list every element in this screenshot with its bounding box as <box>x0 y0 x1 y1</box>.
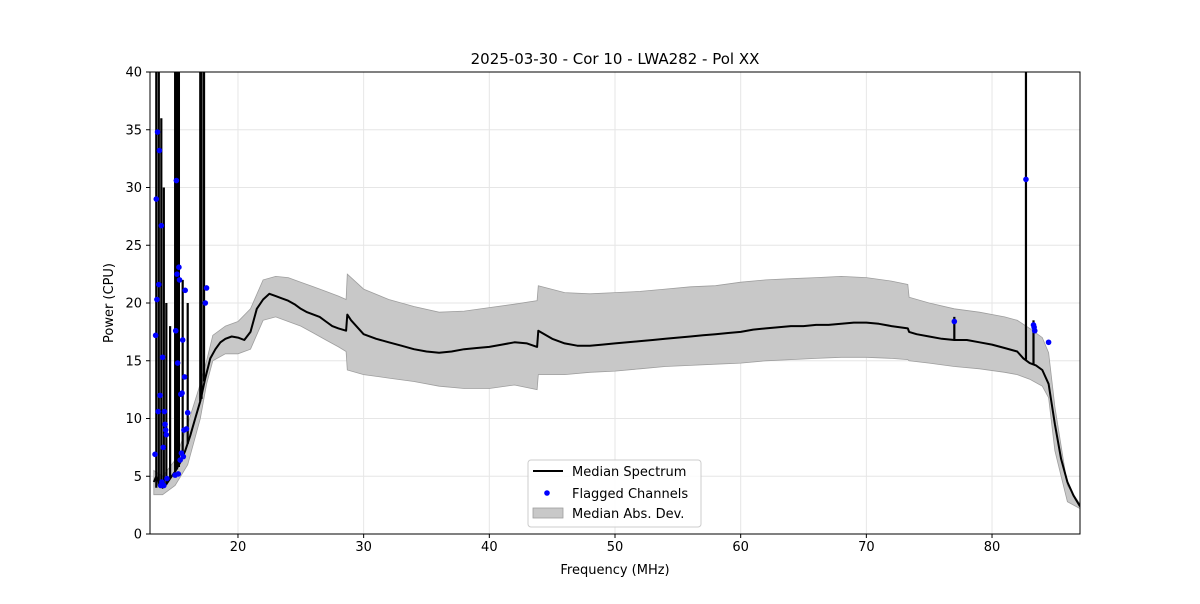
flagged-channel-point <box>158 222 165 229</box>
flagged-channel-point <box>174 271 180 277</box>
x-tick-label: 40 <box>481 540 498 555</box>
y-tick-label: 20 <box>125 297 142 312</box>
legend-mad-label: Median Abs. Dev. <box>572 507 684 522</box>
y-tick-label: 5 <box>134 470 142 485</box>
flagged-channel-point <box>951 318 958 325</box>
x-tick-label: 80 <box>984 540 1001 555</box>
legend-flagged-label: Flagged Channels <box>572 487 688 502</box>
legend-box <box>527 459 702 528</box>
legend-mad-swatch <box>532 507 564 519</box>
legend-flagged-swatch <box>544 490 550 496</box>
flagged-channel-point <box>1023 176 1029 183</box>
y-tick-label: 15 <box>125 354 142 369</box>
flagged-channel-point <box>180 453 187 460</box>
y-axis-label: Power (CPU) <box>102 263 117 343</box>
flagged-channel-point <box>157 392 163 399</box>
flagged-channel-point <box>176 277 183 283</box>
flagged-channel-point <box>152 451 158 458</box>
x-tick-label: 70 <box>858 540 875 555</box>
flagged-channel-point <box>179 337 186 343</box>
legend-median-label: Median Spectrum <box>572 465 686 480</box>
flagged-channel-point <box>1045 339 1052 346</box>
flagged-channel-point <box>163 431 170 438</box>
flagged-channel-point <box>161 482 167 489</box>
flagged-channel-point <box>156 147 163 154</box>
y-tick-label: 0 <box>134 528 142 543</box>
flagged-channel-point <box>1031 327 1038 334</box>
flagged-channel-point <box>155 408 161 415</box>
flagged-channel-point <box>173 177 180 184</box>
x-axis-label: Frequency (MHz) <box>560 563 669 578</box>
flagged-channel-point <box>155 281 162 288</box>
flagged-channel-point <box>153 196 160 202</box>
flagged-channel-point <box>162 421 168 428</box>
flagged-channel-point <box>164 475 170 482</box>
flagged-channel-point <box>184 409 191 416</box>
flagged-channel-point <box>183 426 190 432</box>
legend: Median Spectrum Flagged Channels Median … <box>527 459 702 528</box>
y-tick-label: 25 <box>125 239 142 254</box>
flagged-channel-point <box>161 408 168 415</box>
flagged-channel-point <box>152 332 159 339</box>
x-tick-label: 50 <box>607 540 624 555</box>
y-tick-label: 10 <box>125 412 142 427</box>
flagged-channel-point <box>159 354 166 361</box>
median-spectrum-line <box>152 292 1080 507</box>
flagged-channel-point <box>182 287 188 294</box>
flagged-channel-point <box>176 264 182 270</box>
x-tick-label: 60 <box>732 540 749 555</box>
flagged-channel-point <box>154 129 161 135</box>
y-tick-label: 30 <box>125 181 142 196</box>
flagged-channel-point <box>179 390 185 396</box>
x-tick-label: 30 <box>355 540 372 555</box>
flagged-channel-point <box>172 327 179 334</box>
ticks-layer: 20 30 40 50 60 70 80 0 5 10 15 20 25 30 35 40 <box>125 66 1000 556</box>
x-tick-label: 20 <box>230 540 247 555</box>
y-tick-label: 40 <box>125 66 142 81</box>
flagged-channel-point <box>202 300 209 306</box>
flagged-channel-point <box>203 285 210 291</box>
flagged-channel-point <box>175 471 182 477</box>
flagged-channel-point <box>174 360 181 366</box>
flagged-channel-point <box>181 374 188 380</box>
plot-area <box>152 72 1080 510</box>
flagged-channel-point <box>160 444 166 451</box>
flagged-channel-point <box>162 427 169 433</box>
flagged-channel-point <box>154 296 160 303</box>
mad-band <box>153 273 1080 510</box>
chart-title: 2025-03-30 - Cor 10 - LWA282 - Pol XX <box>471 50 760 68</box>
y-tick-label: 35 <box>125 123 142 138</box>
